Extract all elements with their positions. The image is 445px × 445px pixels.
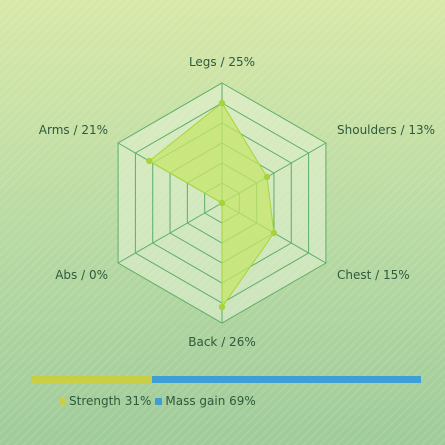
- legend-swatch-mass-gain: [155, 397, 163, 405]
- axis-label-legs: Legs / 25%: [189, 55, 255, 69]
- axis-label-arms: Arms / 21%: [39, 123, 108, 137]
- legend-item-strength: Strength 31%: [59, 394, 151, 408]
- legend-item-mass-gain: Mass gain 69%: [155, 394, 256, 408]
- legend-label-strength: Strength 31%: [69, 394, 152, 408]
- legend-swatch-strength: [59, 397, 66, 405]
- data-point-2: [270, 229, 278, 237]
- axis-label-chest: Chest / 15%: [337, 268, 410, 282]
- split-bar-mass-gain: [151, 376, 421, 383]
- data-point-4: [218, 199, 226, 207]
- axis-label-back: Back / 26%: [188, 335, 255, 349]
- grid-spoke-4: [117, 202, 223, 264]
- split-bar-strength: [31, 376, 152, 383]
- data-point-0: [218, 99, 226, 107]
- legend-label-mass-gain: Mass gain 69%: [165, 394, 256, 408]
- radar-series: [146, 99, 278, 311]
- split-bar: [31, 376, 421, 383]
- legend: Strength 31% Mass gain 69%: [59, 394, 260, 408]
- data-point-1: [263, 173, 271, 181]
- data-point-5: [146, 157, 153, 165]
- radar-axis-labels: Legs / 25% Shoulders / 13% Chest / 15% B…: [39, 55, 435, 349]
- axis-label-shoulders: Shoulders / 13%: [337, 123, 435, 137]
- data-point-3: [218, 303, 226, 311]
- axis-label-abs: Abs / 0%: [55, 268, 108, 282]
